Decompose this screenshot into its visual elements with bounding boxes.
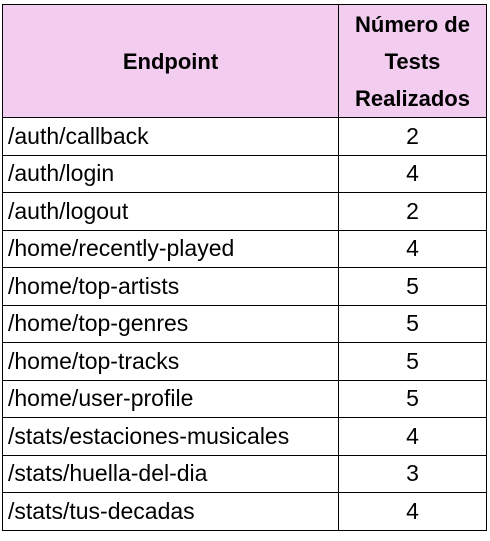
test-count-cell: 5: [338, 379, 487, 418]
test-count-cell: 3: [338, 454, 487, 493]
endpoint-tests-table: Endpoint Número de Tests Realizados /aut…: [2, 4, 487, 531]
endpoint-cell: /stats/huella-del-dia: [2, 454, 339, 493]
test-count-cell: 4: [338, 492, 487, 531]
table-row: /stats/tus-decadas 4: [2, 492, 487, 531]
endpoint-cell: /stats/tus-decadas: [2, 492, 339, 531]
test-count-cell: 4: [338, 417, 487, 456]
table-row: /home/recently-played 4: [2, 229, 487, 268]
table-header: Endpoint Número de Tests Realizados: [2, 4, 487, 118]
test-count-cell: 2: [338, 192, 487, 231]
table-body: /auth/callback 2 /auth/login 4 /auth/log…: [2, 117, 487, 531]
endpoint-cell: /home/recently-played: [2, 229, 339, 268]
test-count-cell: 2: [338, 117, 487, 156]
endpoint-cell: /home/top-genres: [2, 304, 339, 343]
table-row: /home/user-profile 5: [2, 379, 487, 418]
endpoint-cell: /auth/logout: [2, 192, 339, 231]
test-count-cell: 4: [338, 229, 487, 268]
header-test-count: Número de Tests Realizados: [338, 4, 487, 118]
table-row: /home/top-tracks 5: [2, 342, 487, 381]
table-row: /stats/huella-del-dia 3: [2, 454, 487, 493]
table-row: /auth/logout 2: [2, 192, 487, 231]
header-endpoint: Endpoint: [2, 4, 339, 118]
test-count-cell: 5: [338, 267, 487, 306]
test-count-cell: 5: [338, 304, 487, 343]
endpoint-cell: /stats/estaciones-musicales: [2, 417, 339, 456]
endpoint-cell: /home/top-tracks: [2, 342, 339, 381]
header-row: Endpoint Número de Tests Realizados: [2, 4, 487, 118]
endpoint-cell: /home/top-artists: [2, 267, 339, 306]
endpoint-cell: /auth/callback: [2, 117, 339, 156]
endpoint-cell: /auth/login: [2, 154, 339, 193]
table-row: /home/top-genres 5: [2, 304, 487, 343]
table-row: /auth/callback 2: [2, 117, 487, 156]
table-row: /auth/login 4: [2, 154, 487, 193]
header-test-count-line-3: Realizados: [355, 85, 470, 111]
table-row: /home/top-artists 5: [2, 267, 487, 306]
table-row: /stats/estaciones-musicales 4: [2, 417, 487, 456]
endpoint-cell: /home/user-profile: [2, 379, 339, 418]
test-count-cell: 5: [338, 342, 487, 381]
header-test-count-line-2: Tests: [384, 48, 441, 74]
header-test-count-line-1: Número de: [355, 11, 470, 37]
test-count-cell: 4: [338, 154, 487, 193]
